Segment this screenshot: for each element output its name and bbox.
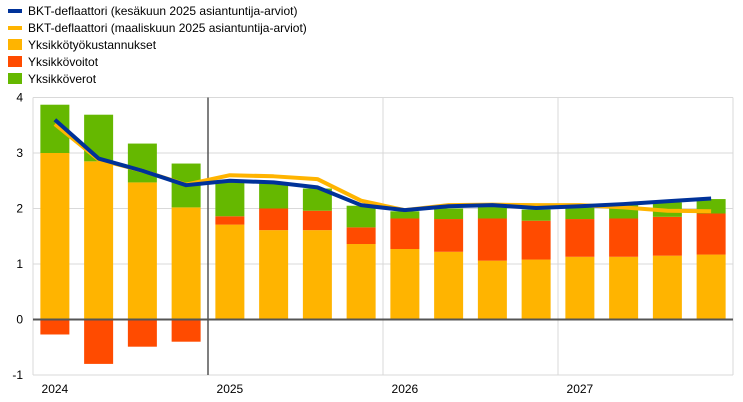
legend-swatch [8,73,22,84]
x-tick-label: 2026 [392,382,419,396]
bar-yksikk-voitot [521,220,551,260]
bar-yksikk-ty-kustannukset [171,207,201,320]
legend-item: Yksikkövoitot [8,53,307,70]
legend-swatch [8,8,22,13]
bar-yksikk-verot [84,114,114,162]
bar-yksikk-voitot [302,210,332,231]
bar-yksikk-voitot [652,216,682,256]
bar-yksikk-verot [477,206,507,219]
x-tick-label: 2025 [217,382,244,396]
legend: BKT-deflaattori (kesäkuun 2025 asiantunt… [8,2,307,87]
bar-yksikk-voitot [259,208,289,231]
bar-yksikk-verot [302,188,332,211]
y-tick-label: 4 [16,91,23,105]
bar-yksikk-ty-kustannukset [40,153,70,320]
bar-yksikk-voitot [609,218,639,257]
legend-label: Yksikköverot [28,71,97,86]
bar-yksikk-ty-kustannukset [434,251,464,320]
bar-yksikk-voitot [434,219,464,252]
bar-yksikk-voitot [84,319,114,364]
bar-yksikk-ty-kustannukset [127,182,157,320]
legend-label: BKT-deflaattori (kesäkuun 2025 asiantunt… [28,3,298,18]
legend-item: Yksikköverot [8,70,307,87]
legend-swatch [8,56,22,67]
bar-yksikk-ty-kustannukset [521,259,551,320]
bar-yksikk-ty-kustannukset [302,230,332,320]
bar-yksikk-verot [259,183,289,209]
legend-item: Yksikkötyökustannukset [8,36,307,53]
bar-yksikk-voitot [127,319,157,347]
bar-yksikk-ty-kustannukset [346,244,376,320]
bar-yksikk-voitot [390,218,420,250]
bar-yksikk-verot [565,206,595,220]
bar-yksikk-verot [390,211,420,219]
bar-yksikk-verot [434,208,464,220]
bar-yksikk-voitot [477,218,507,261]
legend-label: Yksikkövoitot [28,54,99,69]
bar-yksikk-ty-kustannukset [565,256,595,320]
bar-yksikk-verot [346,205,376,228]
line-june-projection [53,118,712,213]
legend-swatch [8,39,22,50]
bar-yksikk-ty-kustannukset [696,254,726,320]
legend-label: BKT-deflaattori (maaliskuun 2025 asiantu… [28,20,307,35]
bar-yksikk-ty-kustannukset [259,230,289,320]
bar-yksikk-verot [215,181,245,217]
bar-yksikk-verot [521,209,551,221]
bar-yksikk-ty-kustannukset [609,256,639,320]
bar-yksikk-ty-kustannukset [652,255,682,320]
legend-item: BKT-deflaattori (maaliskuun 2025 asiantu… [8,19,307,36]
bar-yksikk-ty-kustannukset [84,161,114,320]
bar-yksikk-voitot [215,216,245,225]
x-tick-label: 2027 [567,382,594,396]
bar-yksikk-voitot [565,219,595,257]
y-tick-label: 0 [16,313,23,327]
y-tick-label: 1 [16,257,23,271]
bar-yksikk-ty-kustannukset [215,224,245,320]
bar-yksikk-ty-kustannukset [390,249,420,320]
bar-yksikk-verot [127,143,157,183]
legend-item: BKT-deflaattori (kesäkuun 2025 asiantunt… [8,2,307,19]
bar-yksikk-ty-kustannukset [477,260,507,320]
y-tick-label: -1 [12,368,23,382]
bar-yksikk-voitot [696,213,726,255]
legend-swatch [8,25,22,30]
bar-yksikk-voitot [346,227,376,245]
legend-label: Yksikkötyökustannukset [28,37,157,52]
x-tick-label: 2024 [42,382,69,396]
y-tick-label: 2 [16,202,23,216]
bar-yksikk-voitot [40,319,70,335]
bar-yksikk-voitot [171,319,201,342]
y-tick-label: 3 [16,146,23,160]
